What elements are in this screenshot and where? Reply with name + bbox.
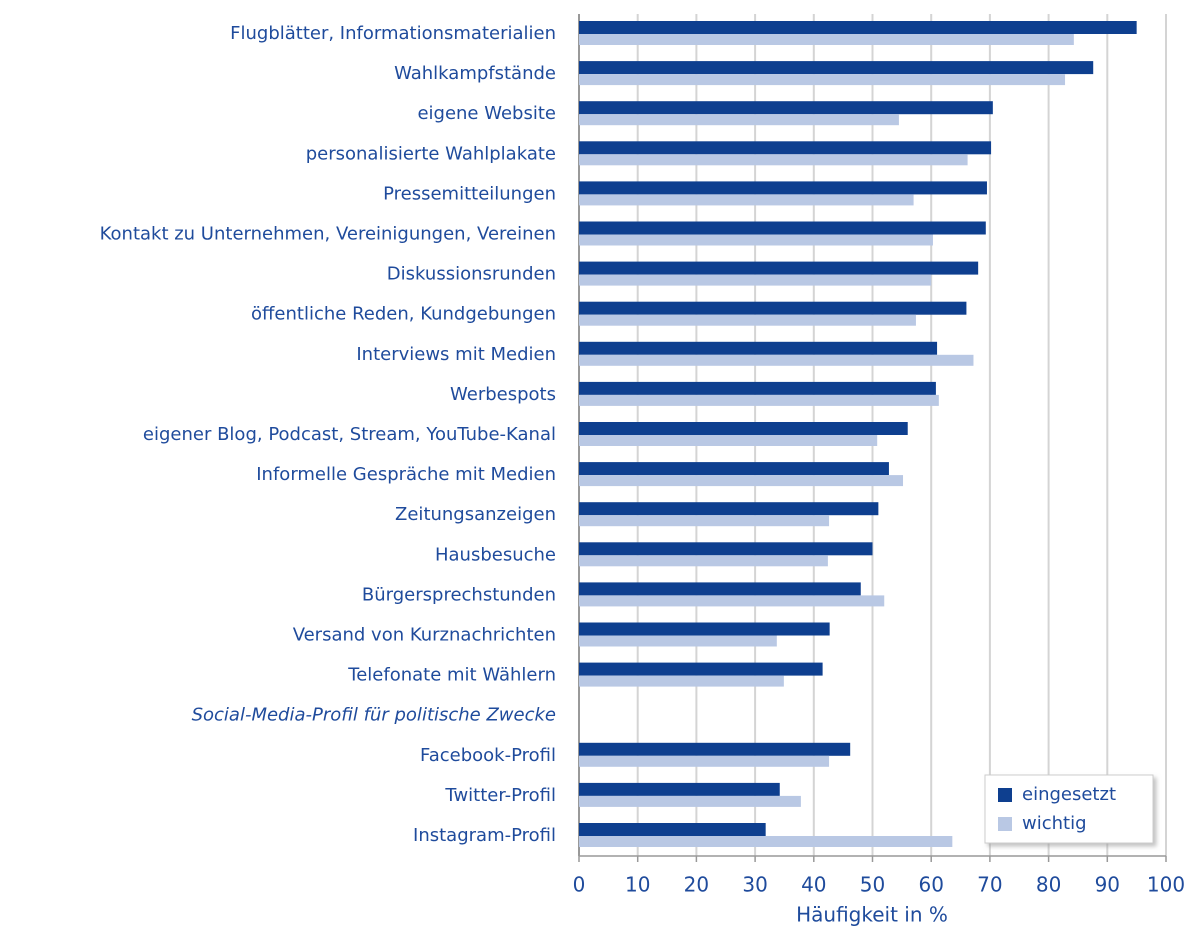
- x-tick-label: 50: [860, 873, 885, 897]
- bar: [579, 675, 784, 687]
- bar: [579, 234, 933, 246]
- y-tick-label: Kontakt zu Unternehmen, Vereinigungen, V…: [100, 224, 556, 245]
- bar: [579, 181, 987, 195]
- x-axis-title: Häufigkeit in %: [796, 903, 948, 927]
- bar: [579, 502, 879, 516]
- bar: [579, 341, 938, 355]
- bar: [579, 34, 1074, 45]
- bar: [579, 782, 780, 796]
- bar: [579, 354, 974, 366]
- bar: [579, 154, 968, 166]
- bar: [579, 542, 873, 556]
- bar: [579, 475, 904, 487]
- bar: [579, 635, 777, 647]
- y-tick-label: Wahlkampfstände: [394, 63, 556, 84]
- y-tick-label: Social-Media-Profil für politische Zweck…: [192, 705, 556, 726]
- y-tick-label: eigene Website: [417, 103, 556, 124]
- bar: [579, 422, 908, 435]
- y-tick-label: Interviews mit Medien: [356, 344, 556, 365]
- y-tick-label: Pressemitteilungen: [383, 183, 556, 204]
- x-tick-label: 70: [977, 873, 1002, 897]
- bar: [579, 515, 830, 527]
- bar: [579, 61, 1094, 75]
- bar: [579, 755, 830, 767]
- y-tick-label: Twitter-Profil: [444, 785, 556, 806]
- x-tick-label: 40: [801, 873, 826, 897]
- x-tick-label: 80: [1036, 873, 1061, 897]
- bar: [579, 114, 899, 126]
- x-tick-label: 90: [1095, 873, 1120, 897]
- y-tick-label: öffentliche Reden, Kundgebungen: [251, 304, 556, 325]
- bar: [579, 435, 878, 446]
- x-tick-label: 60: [918, 873, 943, 897]
- bar: [579, 381, 936, 395]
- bar: [579, 74, 1066, 86]
- y-tick-label: Informelle Gespräche mit Medien: [256, 464, 556, 485]
- bar: [579, 742, 851, 756]
- bar: [579, 595, 885, 607]
- y-tick-label: Bürgersprechstunden: [362, 584, 556, 605]
- y-tick-label: Instagram-Profil: [413, 825, 556, 846]
- y-tick-label: Facebook-Profil: [420, 745, 556, 766]
- bar: [579, 582, 861, 596]
- y-tick-label: Zeitungsanzeigen: [395, 504, 556, 525]
- bar: [579, 823, 766, 836]
- bar: [579, 194, 914, 206]
- bar: [579, 21, 1137, 34]
- x-tick-label: 0: [573, 873, 586, 897]
- bar: [579, 261, 979, 275]
- bar: [579, 662, 823, 676]
- bar: [579, 141, 992, 155]
- legend-swatch: [998, 788, 1012, 802]
- legend-label: eingesetzt: [1022, 784, 1116, 805]
- y-tick-label: Flugblätter, Informationsmaterialien: [230, 23, 556, 44]
- bar: [579, 555, 828, 567]
- bar: [579, 462, 889, 476]
- y-tick-label: personalisierte Wahlplakate: [306, 143, 556, 164]
- bar: [579, 394, 939, 406]
- bar: [579, 622, 830, 636]
- y-tick-label: Versand von Kurznachrichten: [293, 625, 556, 646]
- y-tick-label: Hausbesuche: [435, 544, 556, 565]
- y-tick-label: Telefonate mit Wählern: [347, 665, 556, 686]
- y-tick-label: Diskussionsrunden: [387, 264, 556, 285]
- y-tick-label: eigener Blog, Podcast, Stream, YouTube-K…: [143, 424, 556, 445]
- y-tick-label: Werbespots: [450, 384, 556, 405]
- bar: [579, 795, 801, 807]
- bar: [579, 836, 953, 847]
- bar: [579, 221, 986, 235]
- x-tick-label: 100: [1147, 873, 1185, 897]
- bar: [579, 301, 967, 315]
- x-tick-label: 10: [625, 873, 650, 897]
- legend-box: [984, 774, 1154, 844]
- legend: eingesetzt wichtig: [984, 774, 1154, 844]
- legend-label: wichtig: [1022, 813, 1087, 834]
- x-tick-label: 30: [742, 873, 767, 897]
- bar: [579, 101, 993, 115]
- legend-swatch: [998, 817, 1012, 831]
- bar: [579, 274, 932, 286]
- x-tick-label: 20: [684, 873, 709, 897]
- bar: [579, 314, 916, 326]
